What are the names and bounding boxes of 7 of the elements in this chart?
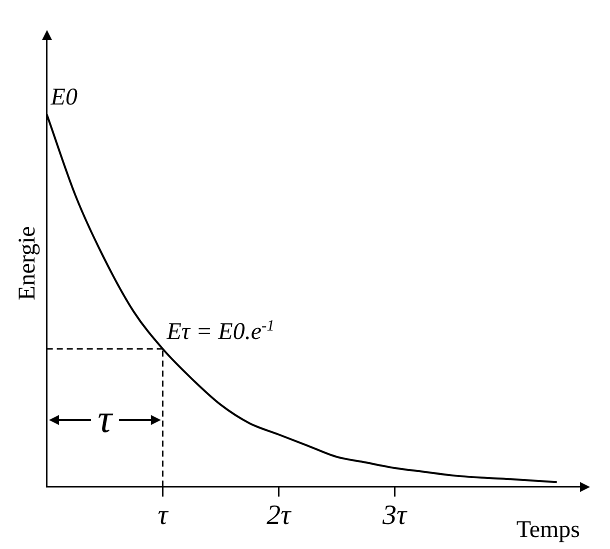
annotation: τ [98, 396, 114, 442]
x-axis-title: Temps [516, 516, 580, 543]
annotation: E0 [50, 84, 78, 111]
x-tick-label: 3τ [382, 500, 408, 531]
x-tick-label: 2τ [266, 500, 292, 531]
x-tick-label: τ [158, 500, 169, 531]
y-axis-title: Energie [14, 226, 41, 300]
